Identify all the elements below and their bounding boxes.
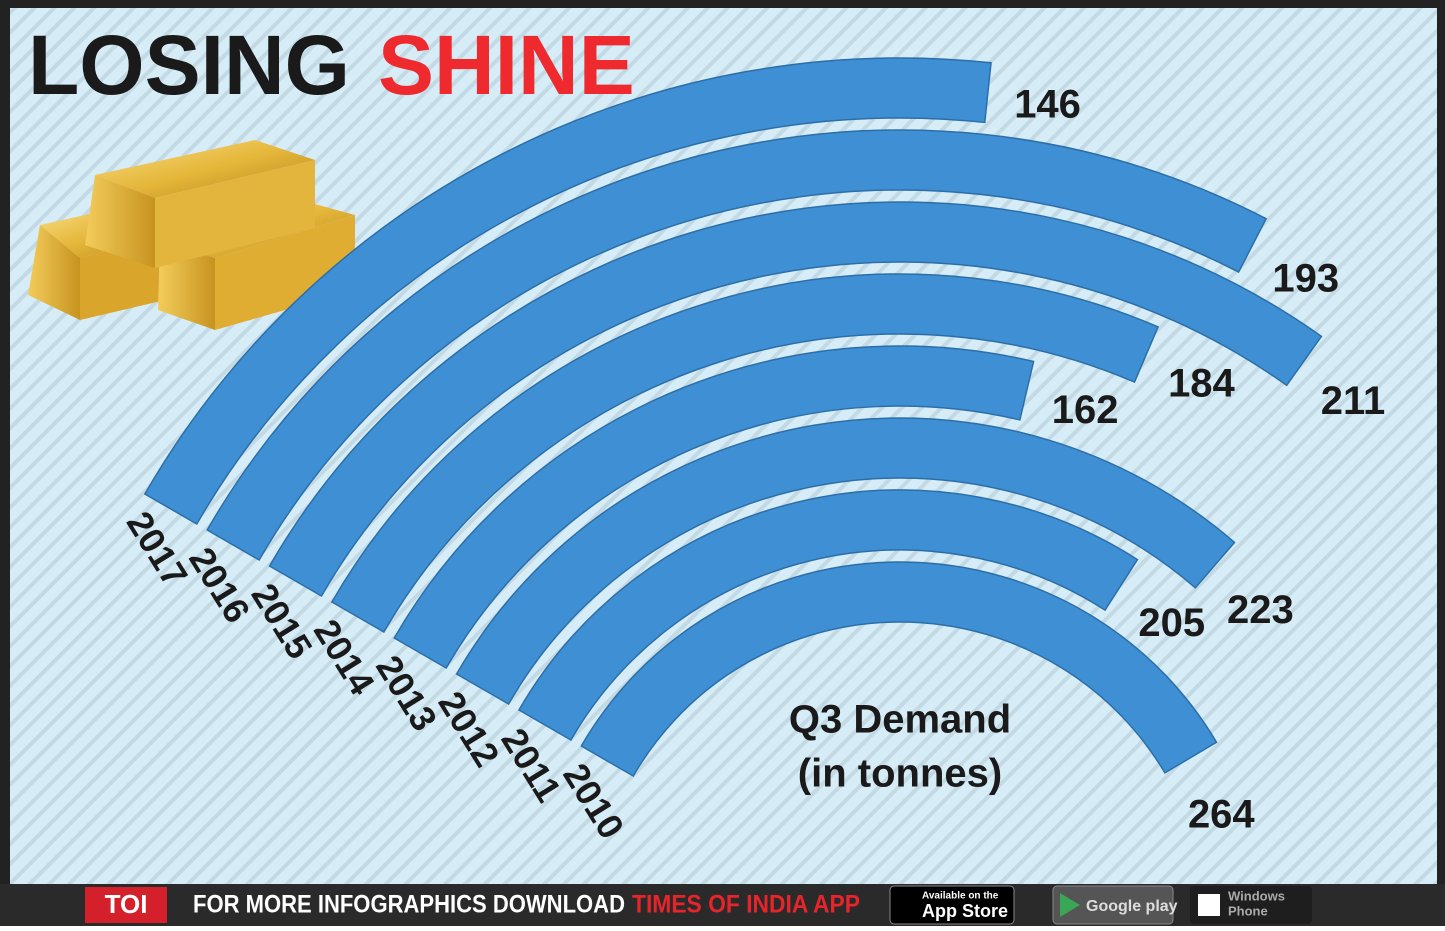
title-part: LOSING <box>28 18 350 112</box>
title-part: SHINE <box>378 18 635 112</box>
infographic: LOSING SHINE Q3 Demand (in tonnes) 146 20… <box>0 0 1445 926</box>
value-label: 162 <box>1052 388 1119 432</box>
annotation: (in tonnes) <box>798 752 1002 796</box>
footer-highlight: TIMES OF INDIA APP <box>632 891 860 919</box>
badge-text: Google play <box>1086 898 1178 915</box>
value-label: 184 <box>1168 362 1235 406</box>
footer-text: FOR MORE INFOGRAPHICS DOWNLOAD <box>193 891 625 919</box>
value-label: 211 <box>1321 379 1386 423</box>
value-label: 193 <box>1272 256 1339 300</box>
annotation: Q3 Demand <box>789 698 1011 742</box>
value-label: 205 <box>1138 601 1205 645</box>
badge-text: Windows <box>1228 888 1285 903</box>
value-label: 264 <box>1188 793 1255 837</box>
value-label: 223 <box>1227 588 1294 632</box>
value-label: 146 <box>1014 82 1081 126</box>
logo: TOI <box>105 889 148 919</box>
badge-text: App Store <box>922 901 1008 921</box>
badge-text: Phone <box>1228 903 1268 918</box>
